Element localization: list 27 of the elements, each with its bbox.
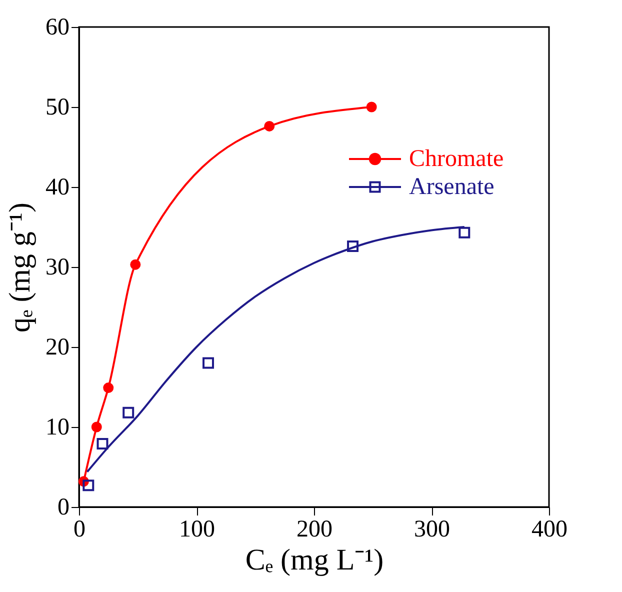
x-axis-title: Cₑ (mg L⁻¹) [245, 544, 384, 576]
y-tick-label: 10 [46, 414, 70, 440]
y-tick-label: 20 [46, 334, 70, 360]
point [122, 406, 134, 418]
x-tick-label: 200 [296, 516, 332, 542]
point [96, 438, 108, 450]
legend-label: Chromate [409, 146, 504, 172]
point [366, 102, 377, 112]
x-tick-label: 400 [532, 516, 568, 542]
point [264, 120, 275, 132]
legend-label: Arsenate [409, 174, 494, 200]
point [458, 226, 470, 238]
y-axis-title: qₑ (mg g⁻¹) [4, 202, 36, 332]
x-tick-label: 0 [74, 516, 86, 542]
point [103, 382, 114, 394]
point [91, 422, 102, 432]
point [202, 357, 214, 369]
point [82, 480, 94, 492]
y-tick-label: 50 [46, 94, 70, 120]
y-tick-label: 60 [46, 14, 70, 40]
x-tick-label: 100 [179, 516, 215, 542]
point [130, 259, 141, 270]
point [347, 240, 359, 252]
y-tick-label: 30 [46, 254, 70, 280]
y-tick-label: 40 [46, 174, 70, 200]
x-tick-label: 300 [414, 516, 450, 542]
y-tick-label: 0 [58, 494, 70, 520]
